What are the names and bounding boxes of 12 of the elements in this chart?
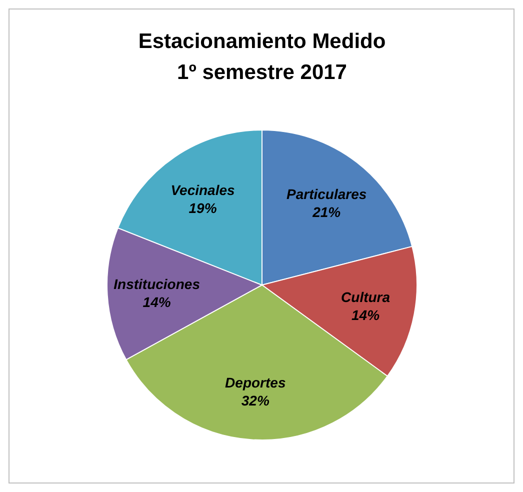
slice-label: Particulares — [286, 186, 367, 202]
chart-title: Estacionamiento Medido — [138, 30, 386, 53]
data-label: 32% — [241, 392, 270, 409]
slice-label: Cultura — [341, 288, 390, 305]
chart-subtitle: 1º semestre 2017 — [177, 61, 347, 84]
slice-label: Vecinales — [170, 182, 236, 198]
data-label: 21% — [312, 204, 342, 220]
slice-label: Deportes — [225, 374, 286, 390]
data-label: 14% — [352, 307, 380, 324]
data-label: 14% — [142, 294, 172, 310]
data-label: 19% — [188, 200, 218, 216]
slice-label: Instituciones — [114, 276, 200, 292]
